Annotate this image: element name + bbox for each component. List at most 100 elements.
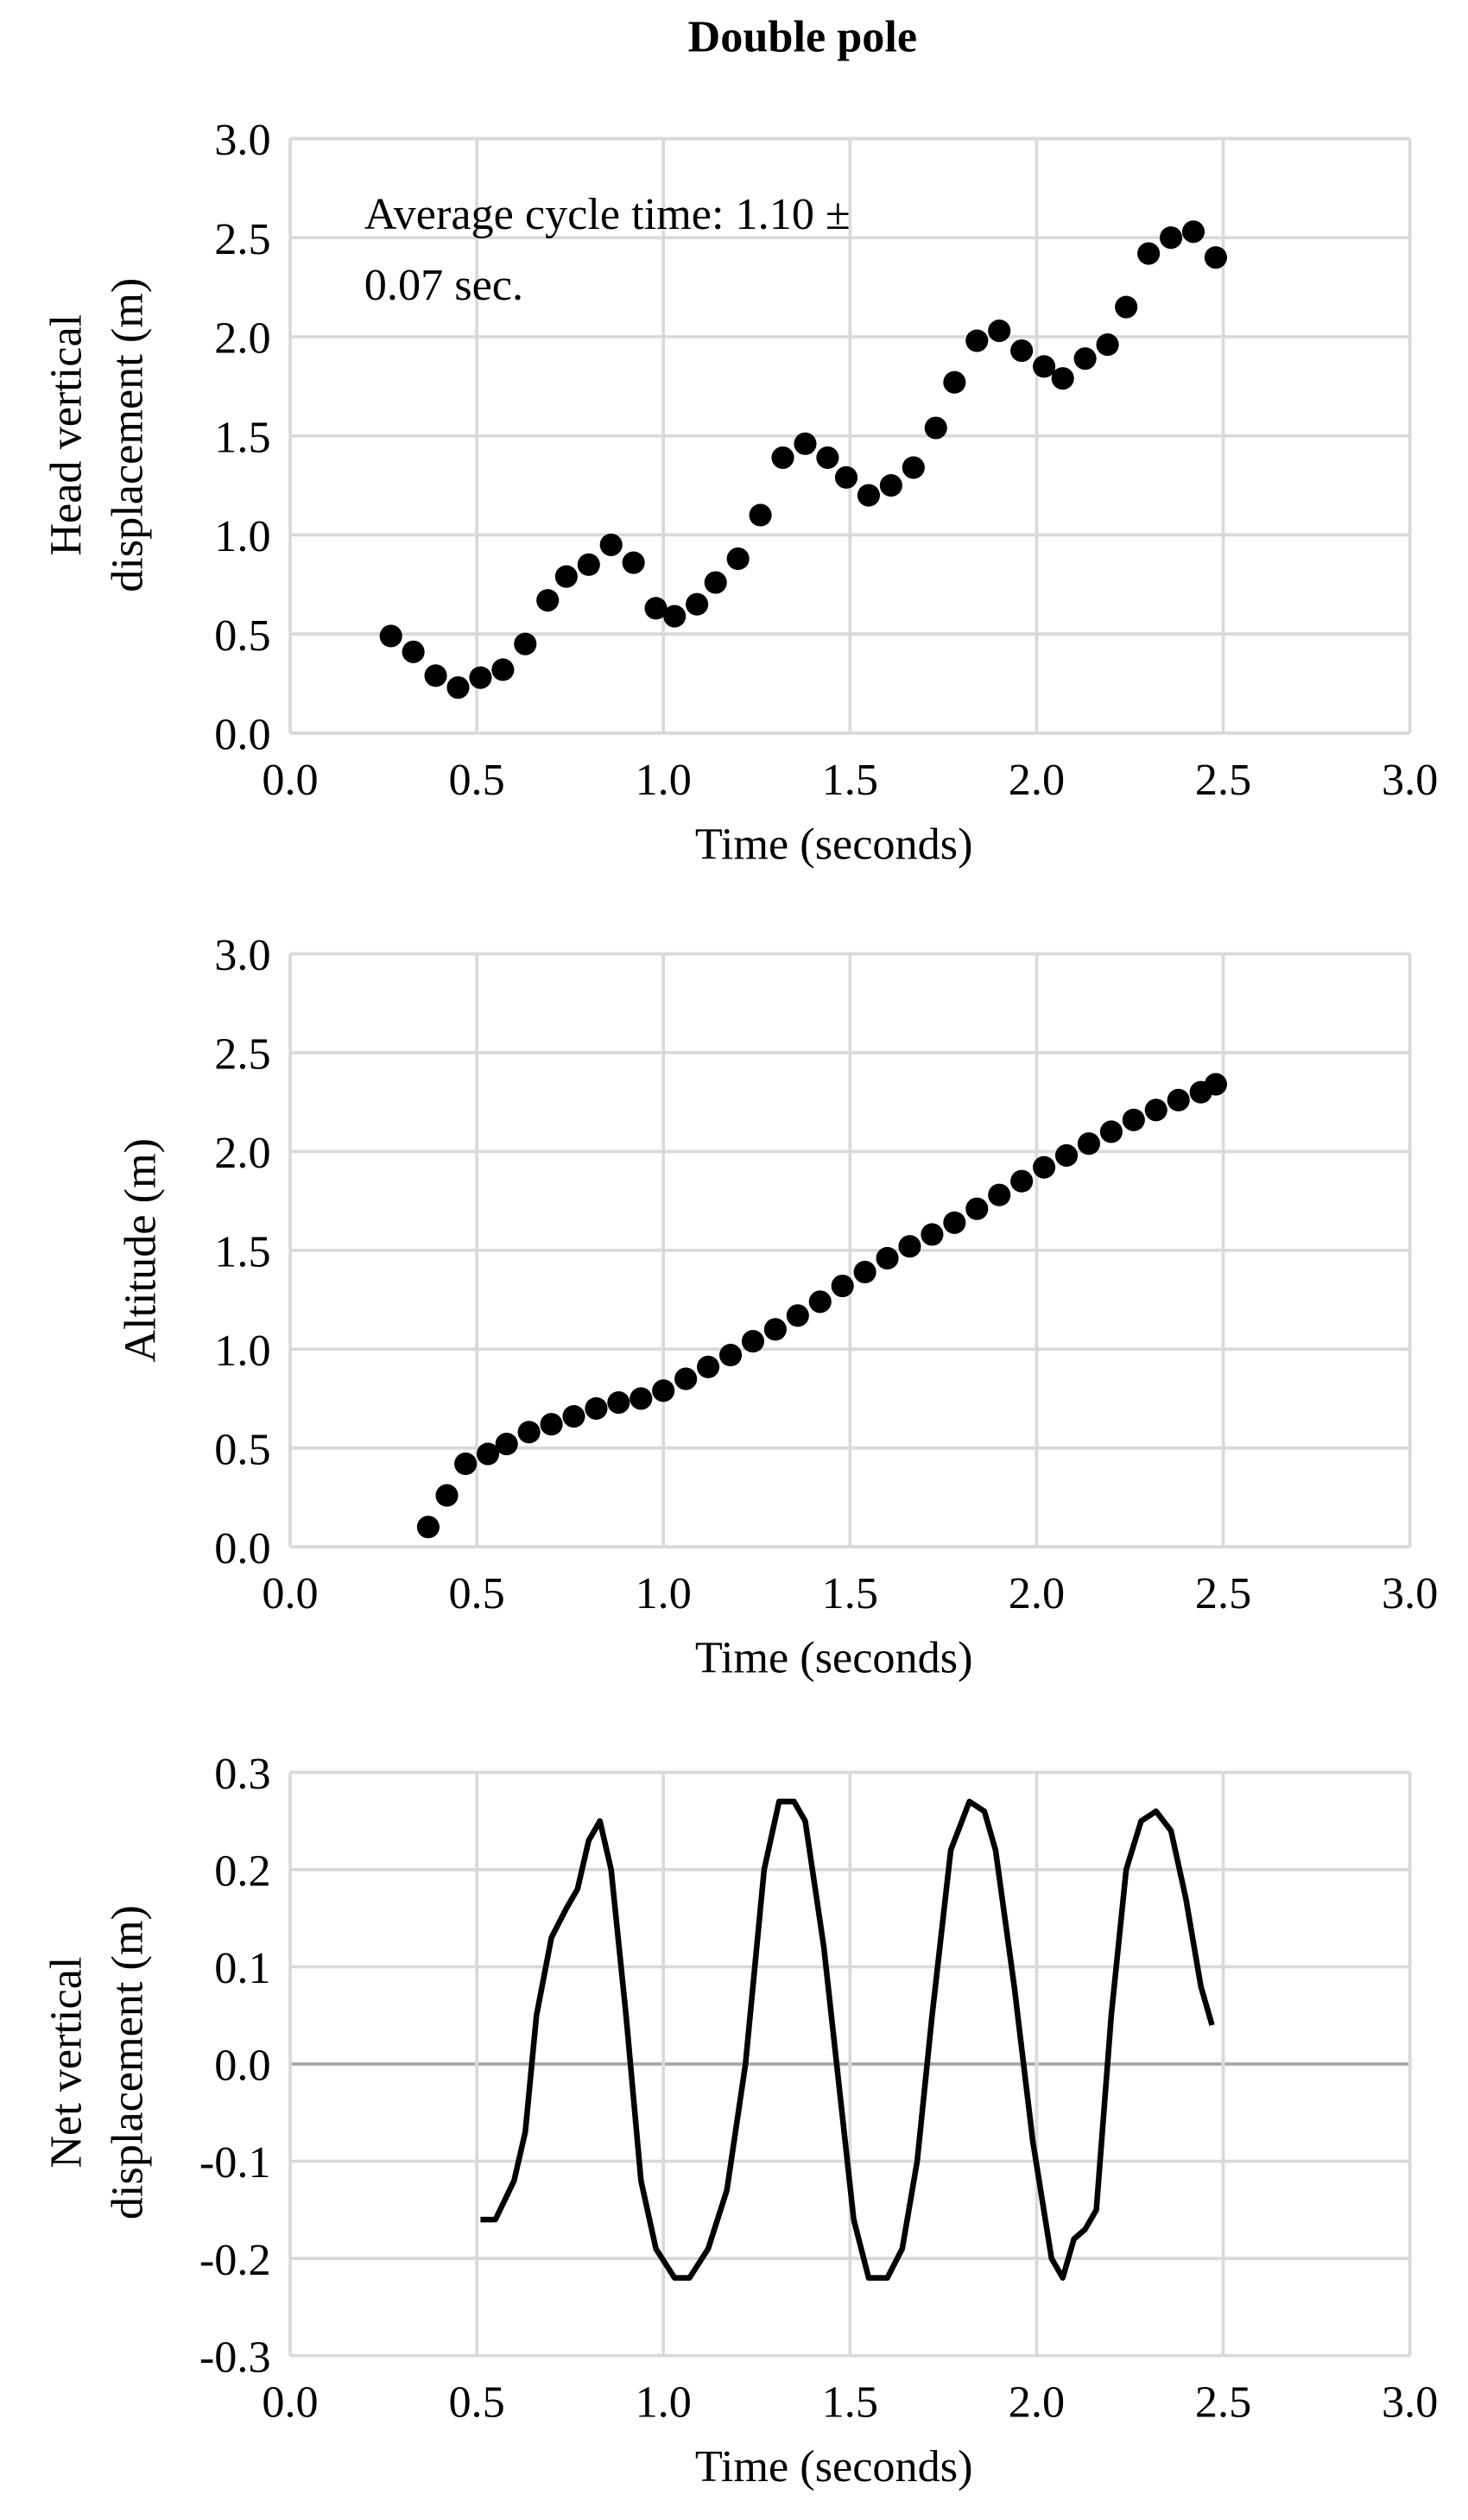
figure-title: Double pole	[688, 12, 918, 62]
x-tick-label: 2.0	[1009, 2378, 1065, 2428]
x-tick-label: 0.5	[448, 755, 504, 805]
annotation-line: 0.07 sec.	[364, 260, 523, 310]
point	[1115, 295, 1138, 319]
y-tick-label: 2.5	[214, 1029, 270, 1080]
x-tick-label: 1.0	[636, 1568, 692, 1618]
point	[577, 553, 600, 576]
x-tick-label: 2.5	[1195, 2378, 1251, 2428]
point	[1099, 1120, 1123, 1143]
point	[1096, 333, 1119, 357]
x-tick-label: 2.5	[1195, 1568, 1251, 1618]
y-tick-label: 2.5	[214, 214, 270, 264]
x-axis-label: Time (seconds)	[695, 2441, 973, 2492]
x-tick-label: 1.5	[822, 2378, 878, 2428]
point	[1051, 367, 1074, 390]
point	[379, 624, 402, 648]
point	[853, 1260, 876, 1284]
point	[857, 484, 881, 507]
point	[554, 565, 578, 588]
y-axis-label-line: displacement (m)	[102, 278, 152, 592]
point	[763, 1318, 787, 1341]
point	[771, 446, 794, 469]
point	[622, 551, 645, 574]
x-axis-label: Time (seconds)	[695, 1633, 973, 1683]
point	[562, 1404, 585, 1428]
y-tick-label: 0.5	[214, 1424, 270, 1474]
y-tick-label: 2.0	[214, 313, 270, 364]
point	[741, 1330, 765, 1353]
point	[879, 473, 902, 497]
x-tick-label: 1.0	[636, 2378, 692, 2428]
y-tick-label: -0.1	[199, 2137, 271, 2188]
point	[902, 456, 925, 479]
x-tick-label: 3.0	[1382, 755, 1438, 805]
point	[495, 1433, 518, 1456]
y-axis-label-line: Altitude (m)	[115, 1138, 165, 1363]
point	[726, 547, 750, 571]
point	[469, 666, 492, 689]
y-axis-label: Head vertical displacement (m)	[41, 278, 152, 592]
point	[988, 319, 1011, 343]
y-tick-label: 3.0	[214, 115, 270, 165]
x-tick-label: 2.0	[1009, 1568, 1065, 1618]
y-tick-label: 0.0	[214, 2041, 270, 2091]
point	[1033, 355, 1056, 378]
y-tick-label: -0.2	[199, 2235, 271, 2285]
x-tick-label: 0.0	[262, 755, 318, 805]
point	[1010, 339, 1034, 363]
point	[1181, 220, 1205, 244]
point	[663, 605, 687, 628]
point	[816, 446, 839, 469]
point	[630, 1387, 653, 1410]
x-tick-label: 3.0	[1382, 2378, 1438, 2428]
y-tick-label: -0.3	[199, 2332, 271, 2382]
point	[1122, 1108, 1145, 1131]
point	[477, 1442, 500, 1466]
line	[480, 1798, 1215, 2281]
x-axis-label: Time (seconds)	[695, 819, 973, 869]
y-tick-label: 0.5	[214, 611, 270, 661]
point	[446, 676, 470, 700]
point	[1204, 246, 1227, 269]
point	[876, 1246, 899, 1270]
y-tick-label: 1.5	[214, 412, 270, 462]
annotation-line: Average cycle time: 1.10 ±	[364, 189, 851, 239]
y-axis-label: Altitude (m)	[115, 1138, 165, 1363]
y-tick-label: 0.2	[214, 1846, 270, 1896]
x-tick-label: 1.5	[822, 755, 878, 805]
point	[1033, 1156, 1056, 1179]
point	[921, 1223, 944, 1246]
y-axis-label-line: displacement (m)	[102, 1905, 152, 2219]
y-tick-label: 2.0	[214, 1128, 270, 1178]
y-axis-label: Net vertical displacement (m)	[41, 1905, 152, 2219]
point	[607, 1390, 630, 1415]
point	[831, 1274, 854, 1298]
x-tick-label: 0.0	[262, 2378, 318, 2428]
point	[749, 503, 772, 527]
point	[536, 589, 560, 612]
point	[1010, 1169, 1034, 1193]
point	[1077, 1132, 1101, 1156]
x-tick-label: 0.5	[448, 1568, 504, 1618]
point	[517, 1421, 541, 1444]
point	[1073, 347, 1097, 370]
point	[585, 1396, 608, 1420]
point	[786, 1304, 809, 1327]
x-tick-label: 2.0	[1009, 755, 1065, 805]
x-tick-label: 1.5	[822, 1568, 878, 1618]
point	[988, 1183, 1011, 1206]
point	[1144, 1099, 1167, 1122]
point	[540, 1413, 563, 1436]
y-tick-label: 0.1	[214, 1943, 270, 1993]
point	[1167, 1088, 1190, 1111]
x-tick-label: 2.5	[1195, 755, 1251, 805]
point	[644, 597, 668, 620]
y-tick-label: 1.5	[214, 1226, 270, 1276]
y-tick-label: 1.0	[214, 1326, 270, 1376]
point	[686, 592, 709, 616]
x-tick-label: 3.0	[1382, 1568, 1438, 1618]
point	[599, 533, 623, 556]
point	[808, 1290, 832, 1314]
x-tick-label: 0.0	[262, 1568, 318, 1618]
